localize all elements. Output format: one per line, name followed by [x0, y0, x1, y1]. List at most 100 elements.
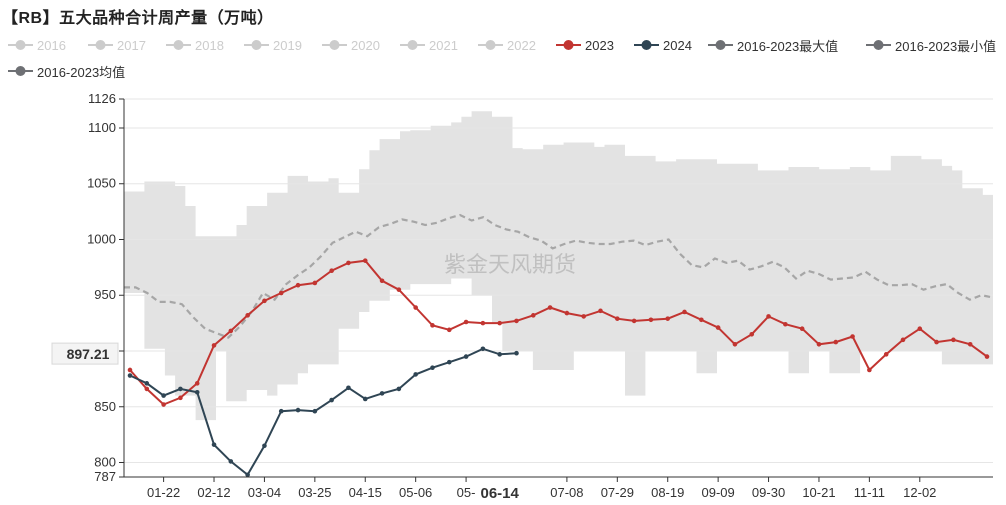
legend-item-2016[interactable]: 2016 — [8, 36, 66, 54]
legend-line-dot-icon — [478, 40, 503, 50]
data-point-2023 — [766, 314, 771, 319]
axis-layer: 787800850900950100010501100112601-2202-1… — [51, 91, 993, 502]
legend-label: 2016-2023最小值 — [895, 38, 997, 54]
data-point-2023 — [362, 258, 368, 263]
data-point-2023 — [262, 298, 267, 304]
legend-line-dot-icon — [166, 40, 191, 50]
x-tick-label: 02-12 — [197, 485, 230, 500]
y-tick-label: 787 — [94, 469, 116, 484]
data-point-2024 — [463, 354, 469, 359]
max-min-range-area — [124, 111, 993, 421]
legend-item-2016-2023最大值[interactable]: 2016-2023最大值 — [708, 36, 838, 54]
data-point-2023 — [379, 278, 385, 284]
y-tick-label: 800 — [94, 455, 116, 470]
data-point-2023 — [934, 339, 939, 345]
data-point-2023 — [749, 331, 755, 337]
legend-label: 2021 — [429, 37, 458, 53]
data-point-2023 — [951, 337, 956, 343]
x-pointer-label: 06-14 — [480, 485, 519, 502]
data-point-2024 — [228, 459, 234, 464]
legend-item-2022[interactable]: 2022 — [478, 36, 536, 54]
data-point-2024 — [514, 350, 519, 356]
data-point-2023 — [329, 268, 334, 274]
data-point-2023 — [984, 354, 990, 359]
data-point-2023 — [161, 402, 166, 407]
legend-label: 2017 — [117, 37, 146, 53]
x-tick-label: 08-19 — [651, 485, 684, 500]
legend-item-2016-2023最小值[interactable]: 2016-2023最小值 — [866, 36, 996, 54]
legend-item-2018[interactable]: 2018 — [166, 36, 224, 54]
data-point-2023 — [446, 327, 452, 333]
data-point-2024 — [396, 386, 402, 392]
legend-line-dot-icon — [708, 40, 733, 50]
data-point-2023 — [463, 319, 469, 325]
data-point-2023 — [497, 320, 502, 326]
legend-item-2019[interactable]: 2019 — [244, 36, 302, 54]
legend-label: 2016-2023最大值 — [737, 38, 839, 54]
legend-label: 2018 — [195, 37, 224, 53]
data-point-2024 — [194, 389, 200, 395]
legend-item-2016-2023均值[interactable]: 2016-2023均值 — [8, 62, 125, 80]
legend-item-2020[interactable]: 2020 — [322, 36, 380, 54]
data-point-2024 — [161, 393, 166, 398]
legend-label: 2023 — [585, 37, 614, 53]
data-point-2023 — [598, 308, 603, 314]
legend-line-dot-icon — [556, 40, 581, 50]
x-tick-label: 09-30 — [752, 485, 785, 500]
legend-item-2023[interactable]: 2023 — [556, 36, 614, 54]
data-point-2023 — [144, 386, 150, 392]
data-point-2024 — [278, 408, 284, 414]
y-pointer-label: 897.21 — [67, 346, 110, 362]
y-pointer-label-box — [51, 342, 119, 365]
data-point-2024 — [430, 365, 435, 371]
y-tick-label: 1100 — [88, 120, 116, 135]
x-tick-label: 10-21 — [802, 485, 835, 500]
data-point-2024 — [497, 352, 502, 357]
y-tick-label: 1000 — [87, 231, 116, 246]
x-tick-label: 09-09 — [702, 485, 735, 500]
legend-label: 2024 — [663, 37, 692, 53]
x-tick-label: 04-15 — [349, 485, 382, 500]
data-point-2023 — [615, 316, 620, 321]
data-point-2024 — [295, 407, 301, 413]
data-point-2023 — [312, 280, 318, 286]
legend-item-2024[interactable]: 2024 — [634, 36, 692, 54]
data-point-2023 — [228, 328, 234, 334]
data-point-2023 — [799, 326, 805, 331]
data-point-2024 — [413, 372, 418, 377]
data-point-2023 — [564, 310, 570, 316]
data-point-2024 — [480, 346, 486, 352]
series-line-2024 — [129, 347, 517, 477]
data-point-2023 — [245, 313, 250, 318]
legend-item-2017[interactable]: 2017 — [88, 36, 146, 54]
legend-line-dot-icon — [322, 40, 347, 50]
data-point-2023 — [480, 320, 486, 326]
data-point-2023 — [900, 337, 906, 343]
data-point-2024 — [346, 385, 351, 391]
legend-line-dot-icon — [8, 40, 33, 50]
average-line-layer — [124, 213, 994, 339]
y-tick-label: 850 — [94, 399, 116, 414]
y-tick-label: 1050 — [87, 176, 116, 191]
data-point-2024 — [211, 442, 217, 447]
watermark-text: 紫金天风期货 — [444, 253, 576, 278]
data-point-2023 — [413, 305, 418, 310]
data-point-2024 — [245, 472, 250, 478]
data-point-2023 — [631, 318, 637, 324]
data-point-2023 — [530, 313, 536, 318]
average-series-line — [124, 213, 994, 339]
legend-label: 2016 — [37, 37, 66, 53]
data-point-2024 — [329, 397, 334, 403]
data-point-2024 — [178, 386, 183, 392]
legend-label: 2016-2023均值 — [37, 64, 126, 80]
legend-item-2021[interactable]: 2021 — [400, 36, 458, 54]
grid-layer — [124, 98, 993, 464]
legend-line-dot-icon — [400, 40, 425, 50]
legend-line-dot-icon — [8, 66, 33, 76]
series-layer — [127, 258, 990, 478]
legend-line-dot-icon — [634, 40, 659, 50]
legend-line-dot-icon — [88, 40, 113, 50]
data-point-2023 — [883, 352, 889, 357]
data-point-2023 — [732, 342, 738, 347]
data-point-2023 — [648, 317, 654, 323]
